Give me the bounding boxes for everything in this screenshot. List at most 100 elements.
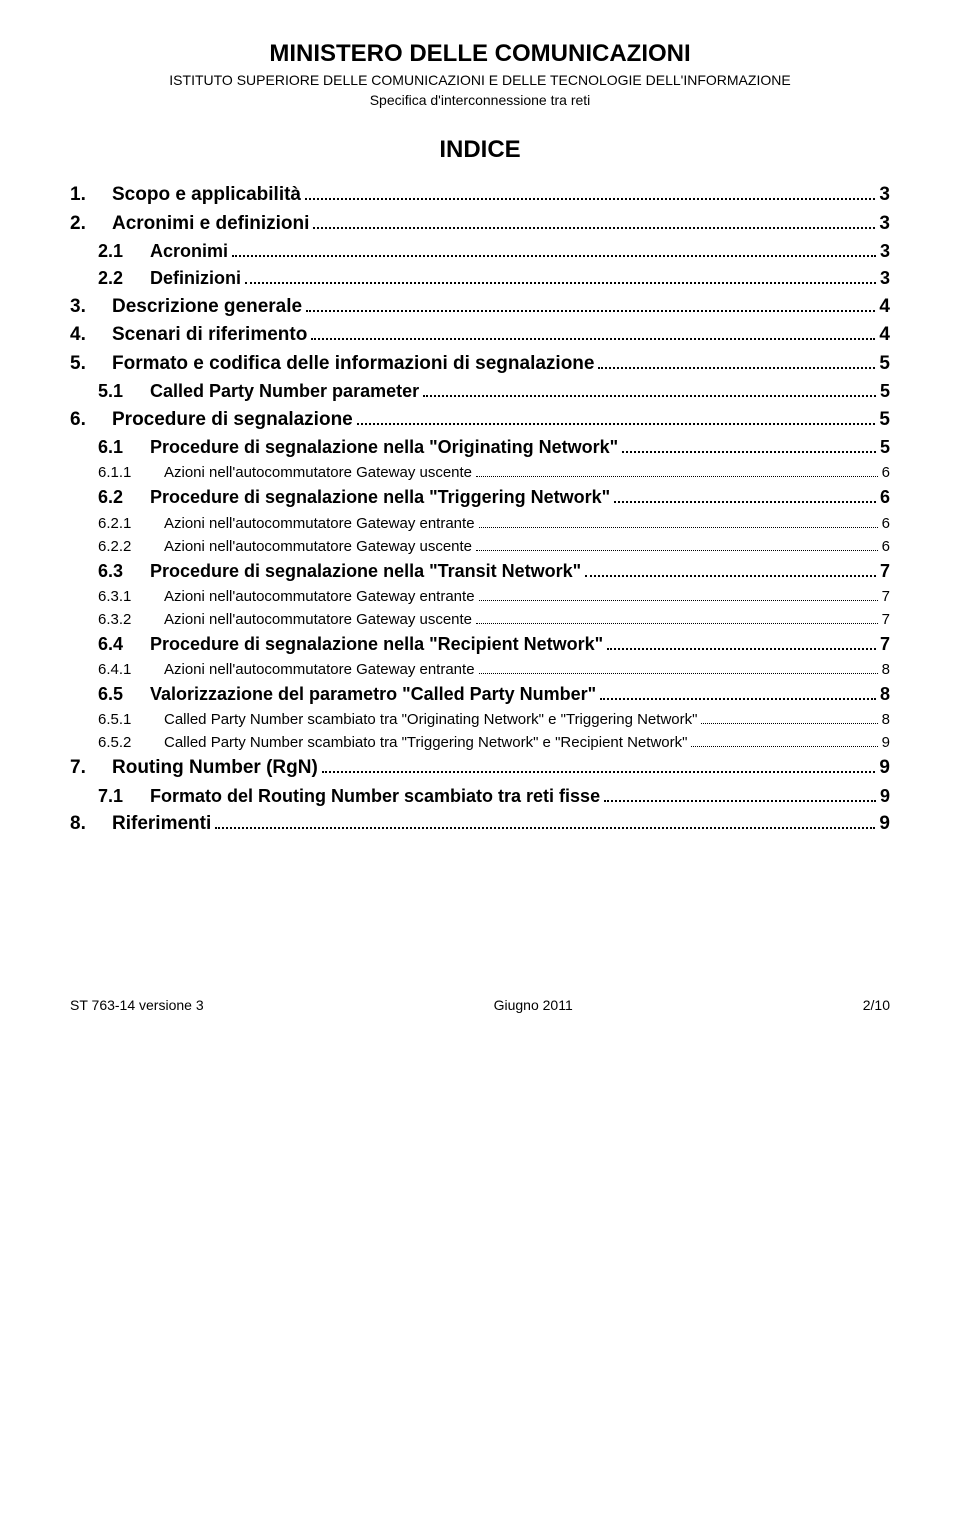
toc-page-number: 8 — [882, 659, 890, 680]
toc-label: Called Party Number scambiato tra "Origi… — [164, 709, 697, 730]
toc-number: 5.1 — [98, 379, 150, 404]
toc-page-number: 7 — [880, 632, 890, 657]
toc-entry: 6.2Procedure di segnalazione nella "Trig… — [98, 485, 890, 510]
toc-label: Scenari di riferimento — [112, 322, 307, 349]
toc-entry: 7.Routing Number (RgN)9 — [70, 755, 890, 782]
toc-label: Scopo e applicabilità — [112, 182, 301, 209]
header-subtitle: ISTITUTO SUPERIORE DELLE COMUNICAZIONI E… — [70, 72, 890, 88]
toc-label: Riferimenti — [112, 811, 211, 838]
document-header: MINISTERO DELLE COMUNICAZIONI ISTITUTO S… — [70, 40, 890, 108]
toc-page-number: 9 — [880, 784, 890, 809]
toc-number: 6.4.1 — [98, 659, 164, 680]
toc-leader-dots — [357, 423, 876, 425]
toc-entry: 6.3Procedure di segnalazione nella "Tran… — [98, 559, 890, 584]
toc-label: Valorizzazione del parametro "Called Par… — [150, 682, 596, 707]
header-spec: Specifica d'interconnessione tra reti — [70, 92, 890, 108]
toc-leader-dots — [479, 600, 878, 601]
toc-label: Routing Number (RgN) — [112, 755, 318, 782]
toc-page-number: 6 — [882, 513, 890, 534]
toc-page-number: 9 — [882, 732, 890, 753]
toc-leader-dots — [476, 476, 878, 477]
toc-entry: 2.2Definizioni3 — [98, 266, 890, 291]
toc-page-number: 6 — [882, 536, 890, 557]
toc-leader-dots — [701, 723, 877, 724]
toc-label: Azioni nell'autocommutatore Gateway entr… — [164, 659, 475, 680]
toc-leader-dots — [306, 310, 875, 312]
toc-number: 4. — [70, 322, 112, 349]
toc-entry: 6.3.1Azioni nell'autocommutatore Gateway… — [98, 586, 890, 607]
toc-entry: 6.1.1Azioni nell'autocommutatore Gateway… — [98, 462, 890, 483]
toc-leader-dots — [311, 338, 875, 340]
table-of-contents: 1.Scopo e applicabilità32.Acronimi e def… — [70, 182, 890, 837]
toc-number: 6.3.2 — [98, 609, 164, 630]
toc-number: 6.4 — [98, 632, 150, 657]
toc-page-number: 8 — [880, 682, 890, 707]
toc-page-number: 7 — [880, 559, 890, 584]
toc-label: Azioni nell'autocommutatore Gateway usce… — [164, 609, 472, 630]
toc-entry: 4.Scenari di riferimento 4 — [70, 322, 890, 349]
toc-leader-dots — [691, 746, 877, 747]
footer-center: Giugno 2011 — [494, 997, 573, 1013]
toc-label: Descrizione generale — [112, 294, 302, 321]
toc-leader-dots — [245, 282, 876, 284]
toc-page-number: 5 — [879, 407, 890, 434]
toc-label: Acronimi e definizioni — [112, 211, 309, 238]
toc-page-number: 8 — [882, 709, 890, 730]
toc-entry: 6.Procedure di segnalazione5 — [70, 407, 890, 434]
toc-leader-dots — [614, 501, 876, 503]
toc-number: 6.5.1 — [98, 709, 164, 730]
toc-label: Called Party Number scambiato tra "Trigg… — [164, 732, 687, 753]
toc-entry: 8.Riferimenti9 — [70, 811, 890, 838]
toc-leader-dots — [600, 698, 876, 700]
toc-number: 2.1 — [98, 239, 150, 264]
toc-leader-dots — [604, 800, 876, 802]
toc-leader-dots — [622, 451, 876, 453]
toc-leader-dots — [215, 827, 875, 829]
toc-page-number: 9 — [879, 755, 890, 782]
toc-page-number: 5 — [880, 379, 890, 404]
toc-entry: 2.Acronimi e definizioni 3 — [70, 211, 890, 238]
toc-leader-dots — [585, 575, 876, 577]
toc-leader-dots — [423, 395, 876, 397]
toc-number: 6.5.2 — [98, 732, 164, 753]
toc-page-number: 3 — [880, 239, 890, 264]
toc-page-number: 6 — [880, 485, 890, 510]
toc-label: Acronimi — [150, 239, 228, 264]
toc-label: Azioni nell'autocommutatore Gateway usce… — [164, 536, 472, 557]
toc-number: 6.3.1 — [98, 586, 164, 607]
toc-page-number: 4 — [879, 294, 890, 321]
toc-page-number: 4 — [879, 322, 890, 349]
toc-entry: 5.1Called Party Number parameter 5 — [98, 379, 890, 404]
toc-page-number: 5 — [880, 435, 890, 460]
toc-number: 6.2.2 — [98, 536, 164, 557]
toc-entry: 3.Descrizione generale4 — [70, 294, 890, 321]
toc-entry: 6.2.1Azioni nell'autocommutatore Gateway… — [98, 513, 890, 534]
toc-page-number: 3 — [879, 211, 890, 238]
toc-number: 6.1 — [98, 435, 150, 460]
toc-leader-dots — [476, 623, 878, 624]
toc-page-number: 7 — [882, 609, 890, 630]
toc-entry: 6.4Procedure di segnalazione nella "Reci… — [98, 632, 890, 657]
toc-number: 6.2 — [98, 485, 150, 510]
toc-entry: 2.1Acronimi 3 — [98, 239, 890, 264]
header-title: MINISTERO DELLE COMUNICAZIONI — [70, 40, 890, 68]
footer-right: 2/10 — [863, 997, 890, 1013]
toc-leader-dots — [476, 550, 878, 551]
toc-leader-dots — [598, 367, 875, 369]
footer-left: ST 763-14 versione 3 — [70, 997, 204, 1013]
toc-label: Procedure di segnalazione nella "Origina… — [150, 435, 618, 460]
toc-label: Procedure di segnalazione nella "Transit… — [150, 559, 581, 584]
toc-number: 1. — [70, 182, 112, 209]
indice-heading: INDICE — [70, 136, 890, 164]
toc-label: Called Party Number parameter — [150, 379, 419, 404]
toc-entry: 6.5.1Called Party Number scambiato tra "… — [98, 709, 890, 730]
toc-number: 6. — [70, 407, 112, 434]
toc-leader-dots — [479, 673, 878, 674]
toc-entry: 6.2.2Azioni nell'autocommutatore Gateway… — [98, 536, 890, 557]
toc-label: Procedure di segnalazione nella "Trigger… — [150, 485, 610, 510]
toc-number: 2. — [70, 211, 112, 238]
toc-number: 8. — [70, 811, 112, 838]
toc-leader-dots — [607, 648, 876, 650]
toc-leader-dots — [479, 527, 878, 528]
toc-entry: 6.5Valorizzazione del parametro "Called … — [98, 682, 890, 707]
